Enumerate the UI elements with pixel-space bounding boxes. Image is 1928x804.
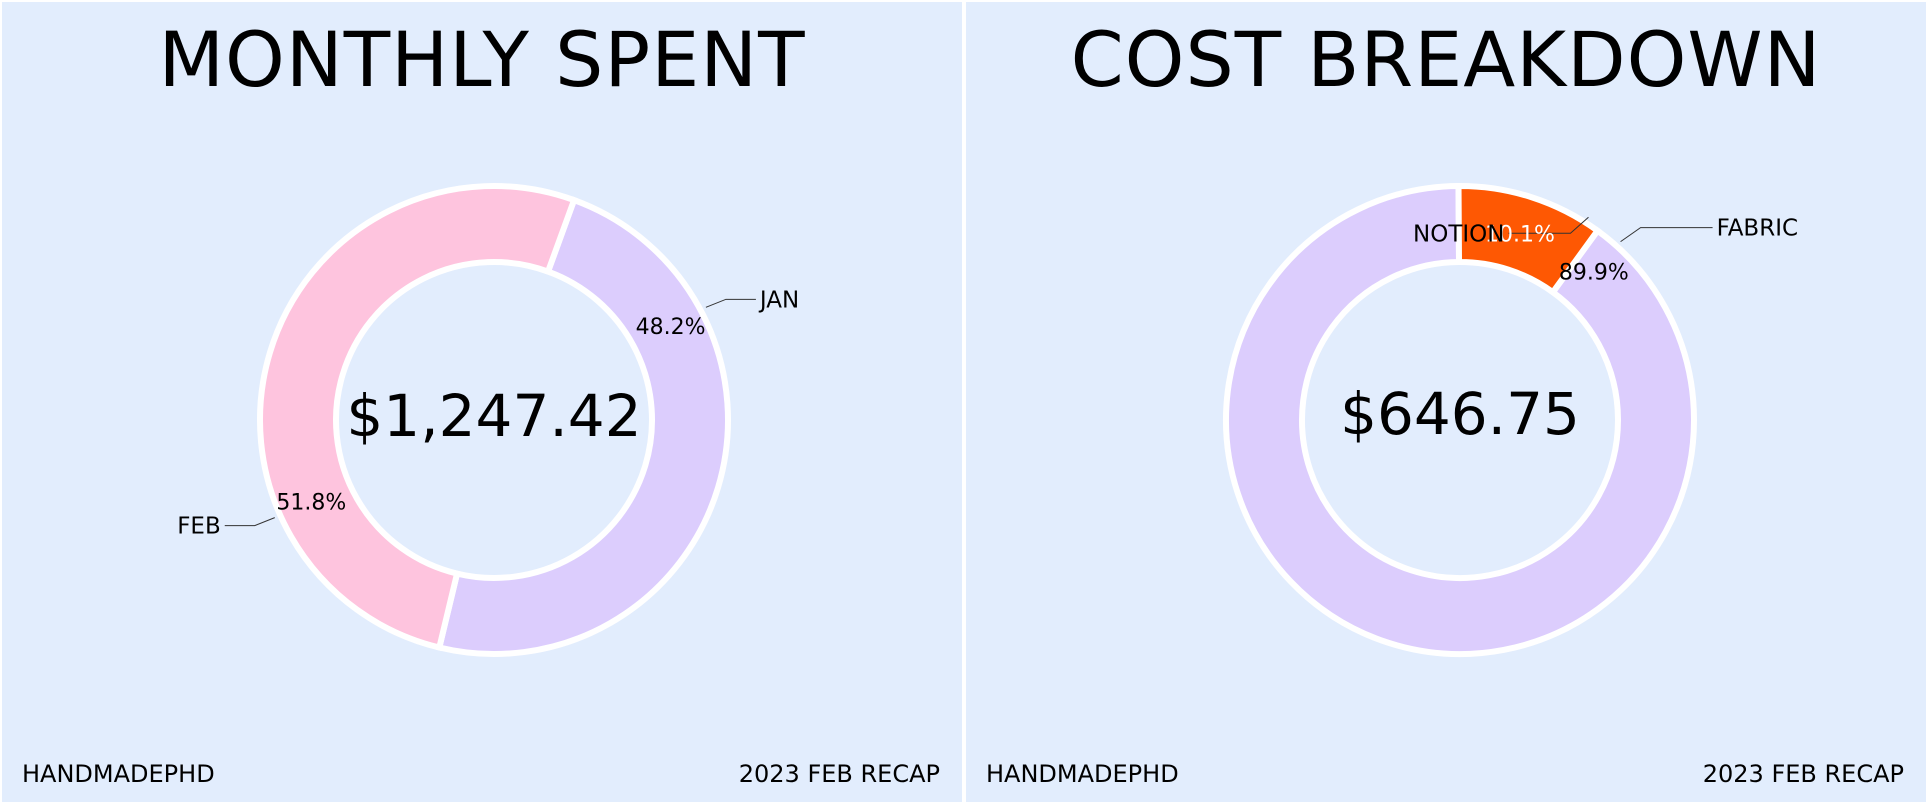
- cost-breakdown-donut-chart: $646.75 89.9% 10.1% FABRIC NOTION: [1223, 182, 1798, 657]
- footer-recap: 2023 FEB RECAP: [1702, 760, 1904, 788]
- panel-title: MONTHLY SPENT: [158, 15, 806, 104]
- center-total-label: $1,247.42: [346, 382, 641, 450]
- slice-category-label-fabric: FABRIC: [1717, 216, 1798, 242]
- leader-line-notion: [1508, 216, 1589, 234]
- footer-brand: HANDMADEPHD: [22, 760, 215, 788]
- monthly-spent-panel: MONTHLY SPENT $1,247.42 48.2% 51.8% JAN …: [2, 2, 962, 802]
- center-total-label: $646.75: [1340, 380, 1580, 448]
- monthly-spent-donut-chart: $1,247.42 48.2% 51.8% JAN FEB: [177, 183, 799, 657]
- slice-value-label-notion: 10.1%: [1485, 222, 1555, 247]
- slice-value-label-feb: 51.8%: [276, 490, 346, 515]
- panel-title: COST BREAKDOWN: [1070, 15, 1822, 104]
- donut-slice-jan: [435, 196, 731, 657]
- slice-category-label-notion: NOTION: [1413, 221, 1504, 247]
- donut-slice-fabric: [1223, 182, 1697, 657]
- footer-recap: 2023 FEB RECAP: [738, 760, 940, 788]
- slice-value-label-fabric: 89.9%: [1559, 260, 1629, 285]
- cost-breakdown-panel: COST BREAKDOWN $646.75 89.9% 10.1% FABRI…: [966, 2, 1926, 802]
- footer-brand: HANDMADEPHD: [986, 760, 1179, 788]
- slice-category-label-jan: JAN: [758, 287, 799, 313]
- slice-category-label-feb: FEB: [177, 514, 221, 540]
- donut-slice-feb: [257, 183, 578, 652]
- leader-line-jan: [705, 298, 756, 308]
- leader-line-feb: [224, 517, 275, 527]
- slice-value-label-jan: 48.2%: [636, 315, 706, 340]
- donut-slice-notion: [1455, 183, 1602, 297]
- leader-line-fabric: [1620, 227, 1713, 243]
